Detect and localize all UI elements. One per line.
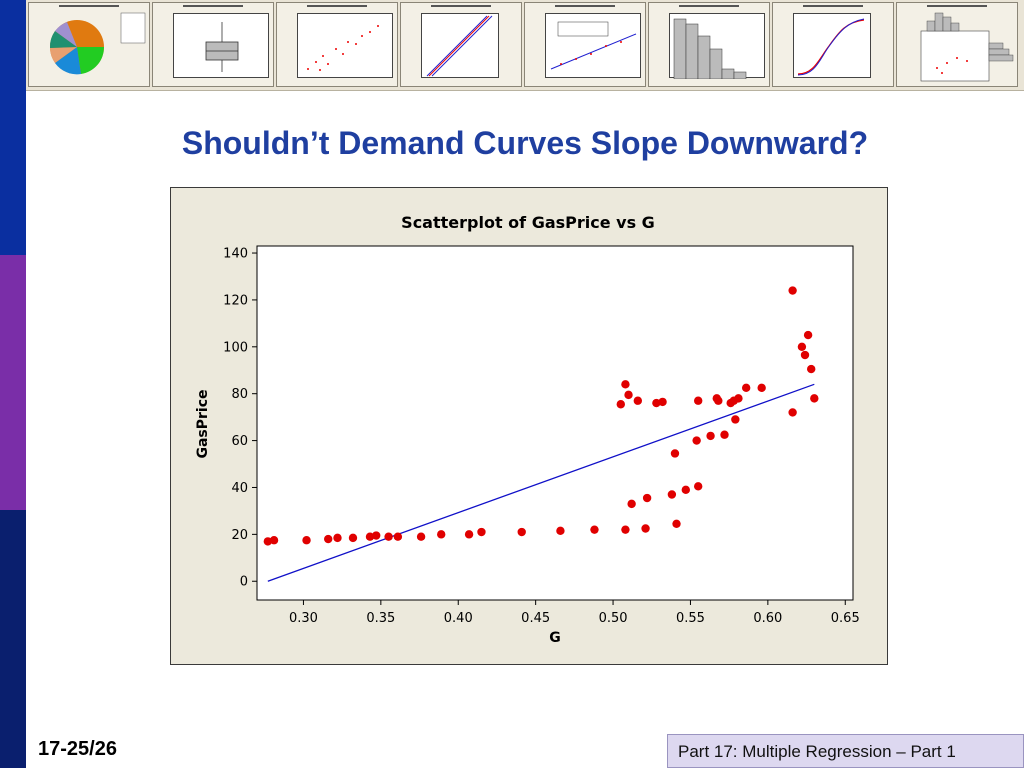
data-point [720,430,729,439]
data-point [624,390,633,400]
marginal-plot-icon [896,2,1018,87]
page-number: 17-25/26 [38,738,117,760]
slide-title: Shouldn’t Demand Curves Slope Downward? [181,125,869,161]
data-point [788,408,797,417]
chart-frame: Scatterplot of GasPrice vs G 0 20 40 60 80 10… [170,187,888,665]
x-tick-label: 0.35 [366,611,395,626]
x-tick-label: 0.55 [676,611,705,626]
data-point [741,383,751,393]
scatterplot-chart: Scatterplot of GasPrice vs G 0 20 40 60 80 10… [195,213,860,646]
probability-plot-icon [400,2,522,87]
data-point [667,490,677,499]
y-tick-label: 140 [223,247,248,262]
data-point [556,526,565,536]
thumbnail-strip [26,0,1024,91]
y-tick-label: 0 [240,575,248,590]
data-point [797,342,807,352]
sidebar-segment-purple [0,255,26,510]
points-layer [263,286,819,546]
data-point [393,532,403,541]
plot-area [256,245,854,601]
data-point [706,431,715,441]
data-point [621,525,630,534]
data-point [810,394,819,403]
empirical-cdf-icon [772,2,894,87]
sidebar-segment-blue [0,0,26,255]
data-point [621,380,630,389]
data-point [803,330,813,340]
scatterplot-icon [276,2,398,87]
x-tick-label: 0.65 [831,611,860,626]
data-point [672,519,681,529]
y-tick-label: 120 [223,293,248,308]
regression-scatterplot-icon [524,2,646,87]
y-tick-label: 60 [231,434,248,449]
data-point [269,536,279,545]
x-axis-label: G [549,630,561,646]
data-point [302,536,311,545]
pie-chart-icon [28,2,150,87]
data-point [714,396,723,405]
data-point [372,531,381,540]
data-point [627,499,636,509]
y-axis: 0 20 40 60 80 100 120 140 [223,247,257,590]
data-point [788,286,797,295]
y-axis-label: GasPrice [195,389,211,458]
data-point [477,527,486,537]
data-point [693,396,703,405]
x-tick-label: 0.45 [521,611,550,626]
chart-title: Scatterplot of GasPrice vs G [401,213,655,232]
data-point [616,400,625,409]
data-point [333,533,342,543]
data-point [384,532,393,541]
x-tick-label: 0.60 [753,611,782,626]
data-point [681,485,691,495]
fit-line-layer [267,383,815,582]
data-point [692,436,701,445]
regression-fit-line [267,383,815,582]
data-point [807,364,816,374]
x-axis: 0.30 0.35 0.40 0.45 0.50 0.55 0.60 0.65 [289,600,860,626]
x-tick-label: 0.40 [444,611,473,626]
boxplot-icon [152,2,274,87]
y-tick-label: 20 [231,528,248,543]
data-point [517,527,526,537]
data-point [670,449,680,458]
x-tick-label: 0.50 [599,611,628,626]
data-point [464,530,474,539]
data-point [642,493,652,503]
data-point [731,415,740,424]
data-point [590,525,599,534]
footer-caption: Part 17: Multiple Regression – Part 1 [667,734,1024,768]
histogram-icon [648,2,770,87]
data-point [658,397,667,407]
data-point [416,532,426,541]
left-sidebar [0,0,26,768]
data-point [734,394,743,403]
data-point [324,534,333,544]
data-point [633,396,643,405]
data-point [800,350,810,360]
y-tick-label: 80 [231,387,248,402]
y-tick-label: 40 [231,481,248,496]
sidebar-segment-navy [0,510,26,768]
data-point [693,482,703,491]
data-point [641,524,650,533]
data-point [437,530,446,539]
y-tick-label: 100 [223,340,248,355]
data-point [348,533,358,543]
data-point [757,383,766,393]
x-tick-label: 0.30 [289,611,318,626]
